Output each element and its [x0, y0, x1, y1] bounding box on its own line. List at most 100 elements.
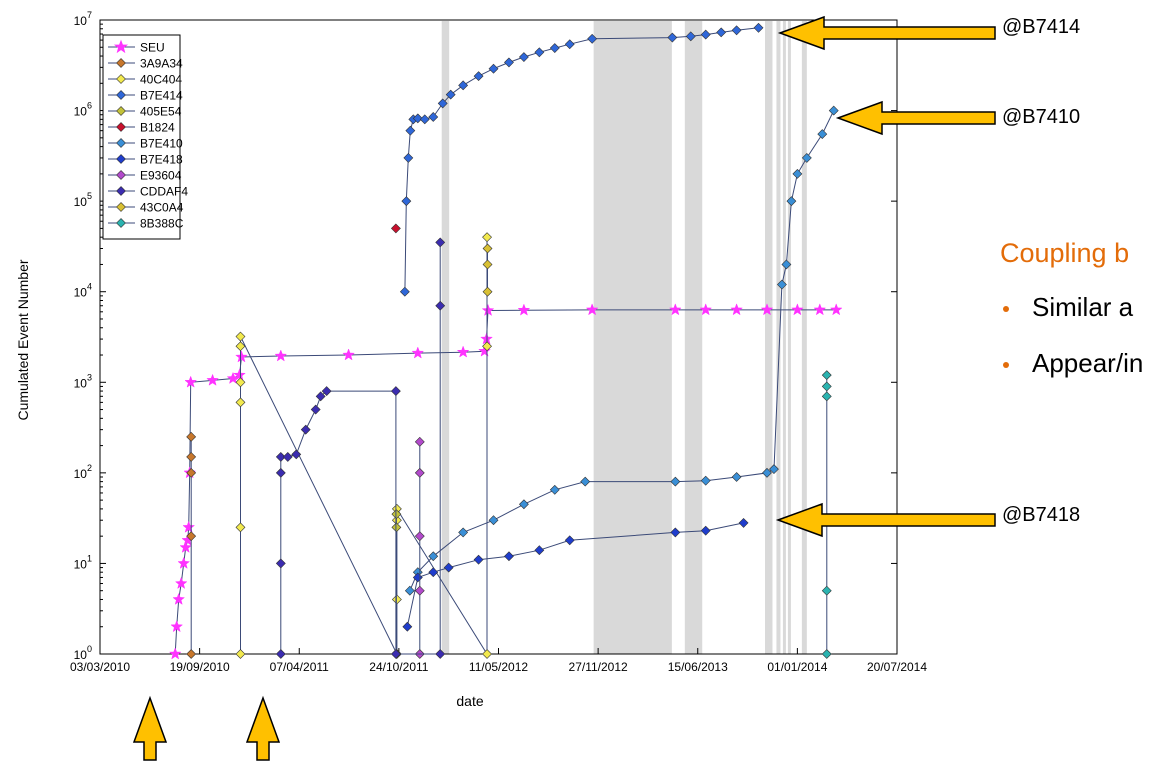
legend-marker	[116, 74, 126, 84]
data-point	[170, 619, 184, 633]
legend-marker	[116, 58, 126, 68]
series-cddaf4	[275, 237, 446, 659]
data-point	[580, 476, 591, 487]
legend-box	[102, 34, 181, 240]
legend-marker	[116, 90, 126, 100]
legend-label: 43C0A4	[140, 201, 184, 215]
data-point	[821, 381, 832, 392]
data-point	[419, 114, 430, 125]
data-point	[315, 391, 326, 402]
legend-label: B7E410	[140, 137, 183, 151]
y-tick-label: 107	[74, 10, 92, 28]
y-tick-label: 106	[74, 101, 92, 119]
data-point	[518, 52, 529, 62]
bullet-dot	[1003, 362, 1009, 368]
data-point	[482, 259, 493, 270]
legend-marker	[116, 202, 126, 212]
series-line	[409, 110, 835, 591]
series-43c0a4	[482, 243, 493, 297]
legend-label: B7E414	[140, 89, 183, 103]
annotation-bullet-2: Appear/in	[1032, 348, 1144, 378]
x-tick-label: 19/09/2010	[170, 660, 230, 674]
data-point	[670, 476, 681, 487]
data-point	[235, 397, 246, 408]
x-tick-label: 15/06/2013	[668, 660, 728, 674]
data-point	[405, 125, 416, 136]
data-point	[437, 98, 448, 109]
y-tick-label: 100	[74, 644, 92, 662]
data-point	[821, 649, 832, 659]
data-point	[275, 558, 286, 569]
series-line	[404, 27, 759, 292]
data-point	[186, 467, 197, 478]
data-point	[517, 303, 531, 316]
legend-marker	[116, 218, 126, 228]
legend-label: B1824	[140, 121, 175, 135]
data-point	[182, 520, 196, 533]
data-point	[549, 484, 560, 495]
data-point	[435, 237, 446, 248]
data-point	[549, 43, 560, 53]
x-tick-label: 07/04/2011	[270, 660, 329, 674]
data-point	[716, 27, 727, 38]
data-point	[412, 113, 423, 124]
data-point	[482, 341, 492, 352]
x-tick-label: 03/03/2010	[70, 660, 130, 674]
y-tick-label: 103	[74, 372, 92, 390]
data-point	[235, 522, 246, 533]
legend-marker	[113, 39, 129, 54]
data-point	[411, 346, 425, 359]
data-point	[667, 32, 678, 43]
data-point	[177, 556, 191, 569]
data-point	[781, 259, 792, 270]
shaded-period	[782, 21, 786, 654]
data-point	[414, 467, 425, 478]
data-point	[275, 649, 286, 659]
data-point	[435, 300, 446, 311]
data-point	[456, 345, 470, 358]
data-point	[174, 576, 188, 589]
data-point	[482, 243, 493, 254]
data-point	[275, 467, 286, 478]
data-point	[235, 331, 246, 342]
data-point	[821, 585, 832, 596]
data-point	[458, 527, 469, 538]
legend-label: 405E54	[140, 105, 182, 119]
data-point	[482, 286, 493, 297]
data-point	[404, 585, 415, 596]
left-arrow	[777, 15, 996, 51]
shaded-period	[787, 21, 791, 654]
data-point	[342, 348, 355, 361]
x-axis-label: date	[456, 693, 483, 709]
legend-label: SEU	[140, 41, 165, 55]
legend-marker	[116, 186, 126, 196]
data-point	[235, 377, 246, 388]
data-point	[179, 540, 193, 553]
legend-label: 40C404	[140, 73, 182, 87]
up-arrow	[245, 695, 281, 761]
left-arrow	[835, 100, 996, 136]
data-point	[534, 545, 545, 556]
series-8b388c	[821, 370, 832, 659]
data-point	[403, 153, 414, 163]
data-point	[481, 303, 495, 317]
data-point	[321, 386, 332, 396]
data-point	[488, 63, 499, 74]
data-point	[791, 303, 804, 316]
data-point	[762, 467, 772, 478]
data-point	[310, 404, 321, 415]
data-point	[753, 22, 764, 33]
bullet-dot	[1003, 306, 1009, 312]
data-point	[821, 370, 832, 381]
data-point	[731, 472, 742, 482]
series-line	[174, 309, 837, 655]
data-point	[564, 39, 575, 50]
data-point	[206, 373, 219, 386]
data-point	[534, 47, 545, 58]
data-point	[414, 436, 425, 447]
y-tick-label: 105	[74, 191, 92, 209]
data-point	[670, 527, 681, 538]
data-point	[518, 499, 529, 510]
data-point	[668, 303, 682, 316]
